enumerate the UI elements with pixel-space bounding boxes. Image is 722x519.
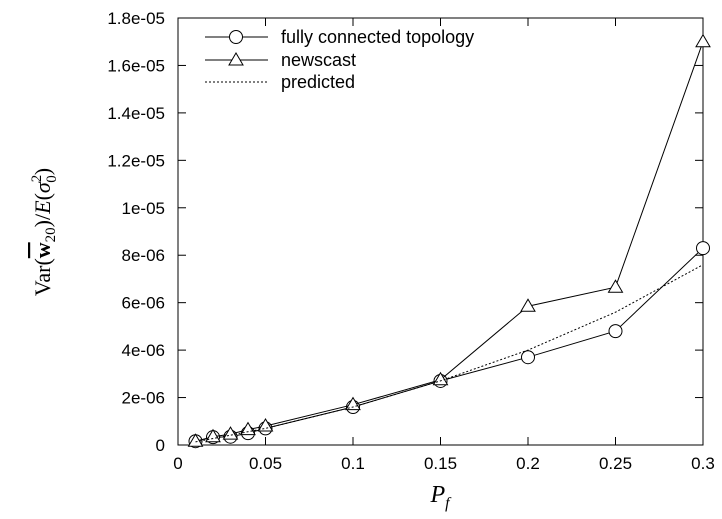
point-circle — [521, 350, 535, 365]
y-tick-label: 1.4e-05 — [107, 104, 165, 123]
y-tick-label: 1.2e-05 — [107, 151, 165, 170]
x-tick-label: 0.25 — [599, 454, 632, 473]
point-triangle — [187, 433, 204, 447]
legend-label-newscast: newscast — [281, 50, 356, 70]
point-triangle — [520, 298, 536, 312]
series-line-1 — [195, 41, 704, 442]
point-triangle — [345, 396, 361, 411]
y-tick-label: 8e-06 — [122, 246, 165, 265]
point-triangle — [205, 428, 221, 443]
x-tick-label: 0.1 — [341, 454, 365, 473]
series-line-0 — [195, 247, 704, 442]
legend: fully connected topology newscast predic… — [205, 27, 474, 92]
point-triangle — [257, 418, 274, 432]
y-tick-label: 6e-06 — [122, 294, 165, 313]
x-axis-title: Pf — [429, 482, 452, 512]
y-tick-label: 2e-06 — [122, 389, 165, 408]
series-layer — [187, 33, 711, 449]
point-circle — [696, 241, 710, 256]
x-tick-label: 0 — [173, 454, 182, 473]
legend-marker-triangle — [228, 52, 244, 66]
y-tick-label: 1.8e-05 — [107, 9, 165, 28]
svg-text:Var(w20)/E(σ20): Var(w20)/E(σ20) — [29, 168, 60, 296]
legend-label-predicted: predicted — [281, 72, 355, 92]
point-triangle — [607, 279, 624, 293]
y-tick-label: 1.6e-05 — [107, 56, 165, 75]
point-circle — [608, 324, 623, 339]
y-axis-title: Var(w20)/E(σ20) — [29, 168, 60, 296]
series-line-2 — [195, 264, 704, 443]
legend-entry-fully-connected: fully connected topology — [205, 27, 474, 47]
legend-entry-predicted: predicted — [205, 72, 355, 92]
x-tick-label: 0.05 — [249, 454, 282, 473]
legend-label-fully-connected: fully connected topology — [281, 27, 474, 47]
x-tick-label: 0.15 — [424, 454, 457, 473]
y-tick-label: 4e-06 — [122, 341, 165, 360]
point-triangle — [695, 33, 711, 48]
x-tick-label: 0.2 — [516, 454, 540, 473]
y-tick-label: 1e-05 — [122, 199, 165, 218]
y-tick-label: 0 — [156, 436, 165, 455]
legend-entry-newscast: newscast — [205, 50, 356, 70]
x-tick-label: 0.3 — [691, 454, 715, 473]
legend-marker-circle — [229, 30, 243, 44]
axis-ticks: 0 0.05 0.1 0.15 0.2 0.25 0.3 0 2e-06 4e-06 6e-06 8e… — [107, 9, 714, 473]
